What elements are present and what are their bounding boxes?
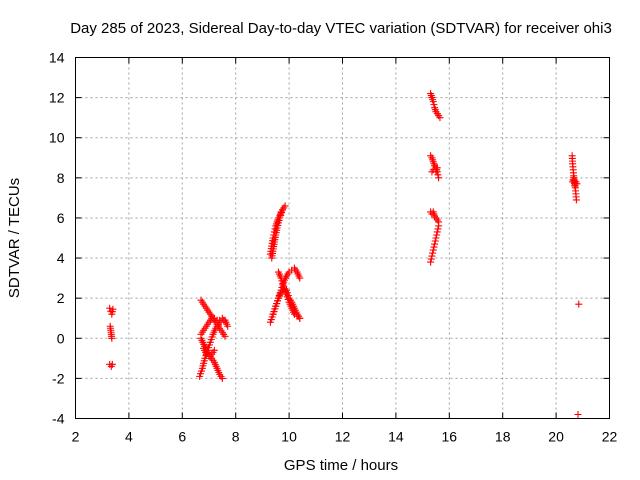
x-tick-label: 20 xyxy=(548,429,564,445)
data-point xyxy=(429,249,437,257)
x-axis-ticks: 2 4 6 8 10 12 14 16 18 20 22 xyxy=(72,57,618,445)
data-point xyxy=(210,346,218,354)
y-tick-label: 4 xyxy=(57,250,65,266)
data-point xyxy=(296,274,304,282)
data-point xyxy=(573,180,581,188)
x-tick-label: 22 xyxy=(602,429,618,445)
data-markers xyxy=(106,90,583,418)
y-tick-label: 8 xyxy=(57,170,65,186)
data-point xyxy=(109,305,117,313)
chart-title: Day 285 of 2023, Sidereal Day-to-day VTE… xyxy=(70,20,612,37)
y-tick-label: 12 xyxy=(49,90,65,106)
x-tick-label: 4 xyxy=(125,429,133,445)
data-point xyxy=(433,228,441,236)
data-point xyxy=(278,206,286,214)
data-point xyxy=(436,114,444,122)
data-point xyxy=(106,304,114,312)
grid xyxy=(75,57,610,419)
x-axis-label: GPS time / hours xyxy=(284,457,398,474)
x-tick-label: 10 xyxy=(281,429,297,445)
y-axis-label: SDTVAR / TECUs xyxy=(6,178,23,298)
data-point xyxy=(429,98,437,106)
data-point xyxy=(575,300,583,308)
data-point xyxy=(427,258,435,266)
y-tick-label: -2 xyxy=(52,370,65,386)
data-point xyxy=(108,334,116,342)
x-tick-label: 16 xyxy=(442,429,458,445)
data-point xyxy=(224,322,232,330)
data-point xyxy=(218,374,226,382)
y-tick-label: 0 xyxy=(57,330,65,346)
data-point xyxy=(433,164,441,172)
y-axis-ticks: -4 -2 0 2 4 6 8 10 12 14 xyxy=(49,50,610,427)
y-tick-label: -4 xyxy=(52,411,65,427)
data-point xyxy=(432,234,440,242)
x-tick-label: 6 xyxy=(178,429,186,445)
data-point xyxy=(572,196,580,204)
data-point xyxy=(296,314,304,322)
x-tick-label: 12 xyxy=(335,429,351,445)
data-point xyxy=(428,252,436,260)
x-tick-label: 14 xyxy=(388,429,404,445)
data-point xyxy=(220,316,228,324)
y-tick-label: 2 xyxy=(57,290,65,306)
data-point xyxy=(221,332,229,340)
data-point xyxy=(434,225,442,233)
data-point xyxy=(435,174,443,182)
data-point xyxy=(431,240,439,248)
x-tick-label: 8 xyxy=(232,429,240,445)
data-point xyxy=(108,360,116,368)
x-tick-label: 2 xyxy=(72,429,80,445)
x-tick-label: 18 xyxy=(495,429,511,445)
data-point xyxy=(430,243,438,251)
y-tick-label: 14 xyxy=(49,50,65,66)
data-point xyxy=(433,231,441,239)
data-point xyxy=(431,237,439,245)
data-point xyxy=(429,246,437,254)
data-point xyxy=(574,410,582,418)
data-point xyxy=(281,202,289,210)
data-point xyxy=(435,222,443,230)
data-point xyxy=(430,101,438,109)
y-tick-label: 10 xyxy=(49,130,65,146)
data-point xyxy=(427,255,435,263)
y-tick-label: 6 xyxy=(57,210,65,226)
